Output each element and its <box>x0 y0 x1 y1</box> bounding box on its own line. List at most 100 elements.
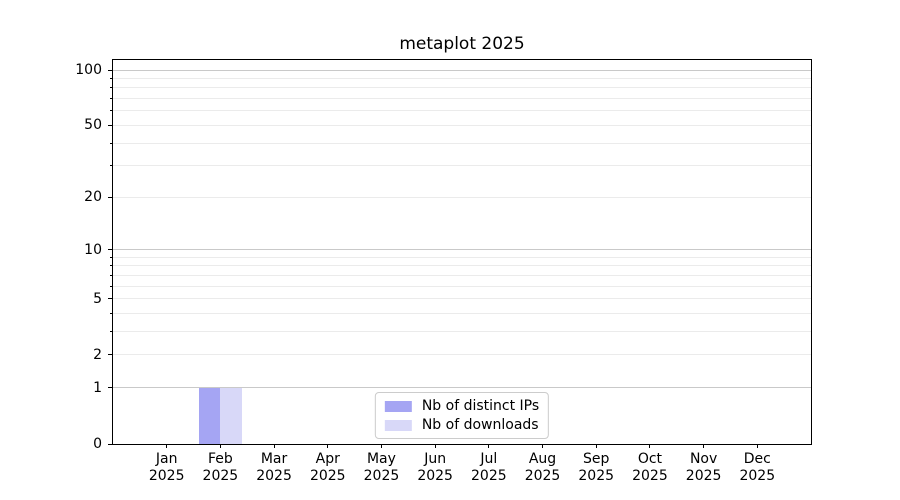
y-minor-tick <box>110 77 112 79</box>
y-tick-label: 10 <box>84 241 102 258</box>
x-tick-year: 2025 <box>417 468 453 484</box>
minor-gridline <box>113 313 811 315</box>
y-tick <box>108 443 112 445</box>
x-tick-year: 2025 <box>471 468 507 484</box>
x-tick-label: Aug 2025 <box>511 451 575 485</box>
y-minor-tick <box>110 274 112 276</box>
x-tick <box>488 444 490 448</box>
x-tick-label: Nov 2025 <box>672 451 736 485</box>
x-tick-label: Apr 2025 <box>296 451 360 485</box>
y-tick <box>108 354 112 356</box>
y-tick <box>108 387 112 389</box>
y-tick <box>108 298 112 300</box>
x-tick-month: Apr <box>315 451 340 467</box>
bar-distinct-ips <box>198 387 221 444</box>
x-tick-month: Feb <box>207 451 233 467</box>
x-tick-label: Sep 2025 <box>564 451 628 485</box>
x-tick <box>219 444 221 448</box>
y-minor-tick <box>110 87 112 89</box>
minor-gridline <box>113 331 811 333</box>
x-tick-month: May <box>366 451 396 467</box>
x-tick-year: 2025 <box>739 468 776 484</box>
x-tick-year: 2025 <box>202 468 239 484</box>
x-tick-month: Jun <box>424 451 447 467</box>
x-tick-year: 2025 <box>685 468 722 484</box>
y-tick-label: 1 <box>93 379 102 396</box>
minor-gridline <box>113 256 811 258</box>
bar-downloads <box>220 387 242 444</box>
minor-gridline <box>113 285 811 287</box>
x-tick <box>273 444 275 448</box>
minor-gridline <box>113 87 811 89</box>
minor-gridline <box>113 298 811 300</box>
x-tick-month: Mar <box>260 451 288 467</box>
x-tick-label: Jun 2025 <box>403 451 467 485</box>
legend-label-distinct-ips: Nb of distinct IPs <box>421 398 540 414</box>
y-minor-tick <box>110 331 112 333</box>
x-tick <box>380 444 382 448</box>
x-tick-year: 2025 <box>524 468 561 484</box>
x-tick <box>434 444 436 448</box>
x-tick-label: Oct 2025 <box>618 451 682 485</box>
y-tick <box>108 69 112 71</box>
legend: Nb of distinct IPs Nb of downloads <box>374 392 550 439</box>
x-tick-month: Nov <box>689 451 718 467</box>
y-minor-tick <box>110 110 112 112</box>
x-tick <box>649 444 651 448</box>
minor-gridline <box>113 142 811 144</box>
minor-gridline <box>113 165 811 167</box>
x-tick-label: Dec 2025 <box>725 451 789 485</box>
y-tick-label: 0 <box>93 436 102 452</box>
major-gridline <box>113 249 811 251</box>
major-gridline <box>113 69 811 71</box>
x-tick <box>166 444 168 448</box>
x-tick-month: Oct <box>637 451 663 467</box>
x-tick-year: 2025 <box>632 468 668 484</box>
y-tick-label: 5 <box>93 290 102 307</box>
y-tick-label: 50 <box>84 117 102 134</box>
x-tick <box>542 444 544 448</box>
x-tick-month: Jan <box>155 451 178 467</box>
x-tick-month: Sep <box>583 451 610 467</box>
minor-gridline <box>113 124 811 126</box>
legend-label-downloads: Nb of downloads <box>421 417 539 433</box>
minor-gridline <box>113 196 811 198</box>
minor-gridline <box>113 354 811 356</box>
x-tick <box>327 444 329 448</box>
x-tick <box>703 444 705 448</box>
y-tick-label: 20 <box>84 189 102 206</box>
minor-gridline <box>113 274 811 276</box>
y-minor-tick <box>110 256 112 258</box>
x-tick-month: Jul <box>480 451 498 467</box>
x-tick-month: Dec <box>743 451 771 467</box>
minor-gridline <box>113 77 811 79</box>
y-tick <box>108 196 112 198</box>
plot-area: Nb of distinct IPs Nb of downloads <box>112 59 812 445</box>
legend-entry-distinct-ips: Nb of distinct IPs <box>384 398 540 414</box>
x-tick-year: 2025 <box>256 468 292 484</box>
y-minor-tick <box>110 98 112 100</box>
x-tick-label: May 2025 <box>349 451 413 485</box>
y-tick-label: 100 <box>75 62 102 79</box>
y-tick <box>108 124 112 126</box>
y-minor-tick <box>110 265 112 267</box>
y-tick-label: 2 <box>93 346 102 363</box>
x-tick-label: Feb 2025 <box>188 451 252 485</box>
y-tick <box>108 249 112 251</box>
minor-gridline <box>113 110 811 112</box>
y-minor-tick <box>110 313 112 315</box>
x-tick-year: 2025 <box>148 468 185 484</box>
y-minor-tick <box>110 142 112 144</box>
x-tick-label: Jul 2025 <box>457 451 521 485</box>
x-tick <box>595 444 597 448</box>
major-gridline <box>113 387 811 389</box>
minor-gridline <box>113 265 811 267</box>
x-tick <box>756 444 758 448</box>
legend-swatch-downloads <box>384 419 412 431</box>
x-tick-month: Aug <box>528 451 557 467</box>
x-tick-label: Mar 2025 <box>242 451 306 485</box>
chart-title: metaplot 2025 <box>399 34 525 54</box>
x-tick-year: 2025 <box>309 468 346 484</box>
y-minor-tick <box>110 165 112 167</box>
